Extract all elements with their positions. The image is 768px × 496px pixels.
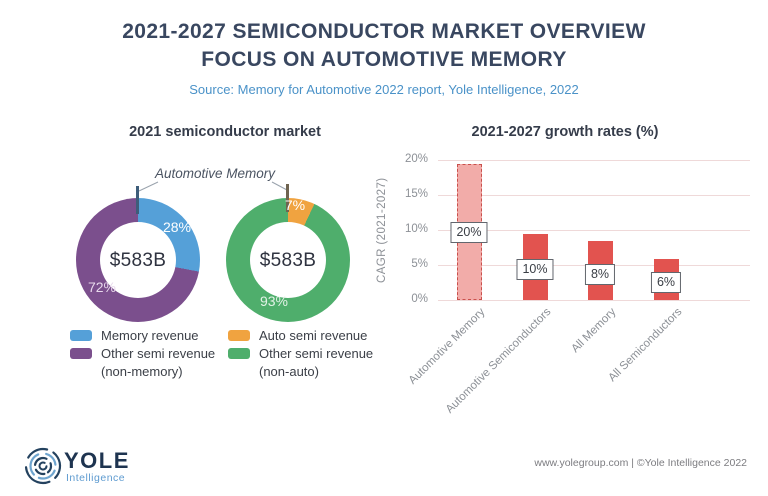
yole-logo-icon: [24, 447, 62, 485]
y-tick-label-15%: 15%: [404, 188, 428, 200]
legend-label: Other semi revenue: [259, 346, 374, 361]
auto-donut-hole: [250, 222, 326, 298]
x-tick-label-2: All Memory: [569, 306, 619, 356]
gridline-10%: [438, 230, 750, 231]
other-nonmemory-slice-label: 72%: [87, 279, 117, 295]
memory-donut-hole: [100, 222, 176, 298]
x-tick-label-3: All Semiconductors: [606, 306, 685, 385]
y-tick-label-20%: 20%: [404, 153, 428, 165]
automotive-memory-marker-left: [136, 186, 139, 214]
x-tick-label-1: Automotive Semiconductors: [443, 306, 554, 416]
yole-logo-subtext: Intelligence: [66, 472, 126, 484]
bar-2: [587, 241, 613, 300]
auto-donut-total: $583B: [259, 250, 317, 271]
other-nonauto-slice-label: 93%: [259, 293, 289, 309]
gridline-15%: [438, 195, 750, 196]
yole-logo-wordmark: YOLE: [64, 448, 130, 473]
memory-donut-legend: Memory revenue Other semi revenue (non-m…: [70, 328, 215, 380]
bar-chart-y-axis-label: CAGR (2021-2027): [376, 177, 388, 283]
gridline-0%: [438, 300, 750, 301]
other-semi-nonauto-swatch: [228, 348, 250, 359]
legend-label: Other semi revenue: [101, 346, 216, 361]
gridline-5%: [438, 265, 750, 266]
legend-item-memory-revenue: Memory revenue: [70, 328, 215, 343]
bar-0: [456, 163, 482, 300]
automotive-memory-annotation: Automotive Memory: [154, 166, 276, 181]
bar-3: [653, 259, 679, 300]
y-tick-label-0%: 0%: [411, 293, 428, 305]
bar-value-label-1: 10%: [516, 259, 554, 280]
page-title-line2: FOCUS ON AUTOMOTIVE MEMORY: [201, 48, 567, 71]
legend-label: Memory revenue: [101, 328, 199, 343]
bar-value-label-2: 8%: [584, 264, 616, 285]
memory-donut-total: $583B: [109, 250, 167, 271]
bar-value-label-3: 6%: [650, 272, 682, 293]
legend-item-other-semi-nonauto: Other semi revenue: [228, 346, 373, 361]
legend-item-other-semi-nonmemory: Other semi revenue: [70, 346, 215, 361]
donut-panel-title: 2021 semiconductor market: [129, 124, 321, 140]
page-title-line1: 2021-2027 SEMICONDUCTOR MARKET OVERVIEW: [122, 20, 646, 43]
y-tick-label-10%: 10%: [404, 223, 428, 235]
bar-1: [522, 233, 548, 300]
legend-label: Auto semi revenue: [259, 328, 368, 343]
bar-panel-title: 2021-2027 growth rates (%): [471, 124, 659, 140]
automotive-memory-marker-right: [286, 184, 289, 212]
y-tick-label-5%: 5%: [411, 258, 428, 270]
bar-value-label-0: 20%: [450, 222, 488, 243]
legend-label-continued: (non-memory): [101, 364, 183, 379]
legend-label-continued: (non-auto): [259, 364, 319, 379]
other-semi-nonmemory-swatch: [70, 348, 92, 359]
source-subtitle: Source: Memory for Automotive 2022 repor…: [189, 82, 579, 97]
auto-semi-revenue-swatch: [228, 330, 250, 341]
auto-slice-label: 7%: [284, 197, 306, 213]
auto-donut-legend: Auto semi revenue Other semi revenue (no…: [228, 328, 373, 380]
gridline-20%: [438, 160, 750, 161]
footer-credit: www.yolegroup.com | ©Yole Intelligence 2…: [534, 457, 747, 469]
memory-revenue-swatch: [70, 330, 92, 341]
legend-item-auto-semi-revenue: Auto semi revenue: [228, 328, 373, 343]
memory-slice-label: 28%: [162, 219, 192, 235]
